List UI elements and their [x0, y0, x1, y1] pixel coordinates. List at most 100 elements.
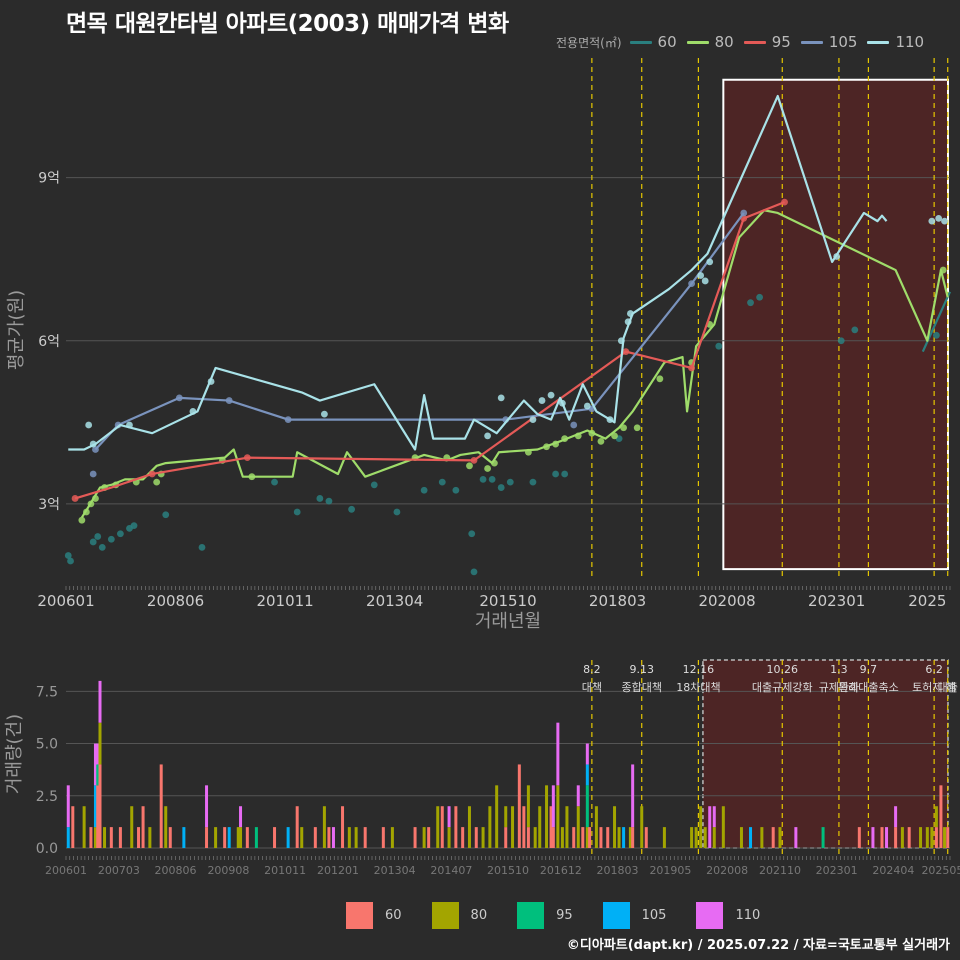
point-80	[633, 424, 641, 432]
volume-bar-60	[588, 827, 592, 848]
volume-bar-60	[96, 785, 100, 848]
x-tick-label: 200601	[37, 592, 94, 610]
volume-bar-60	[454, 806, 458, 848]
point-60	[438, 478, 446, 486]
volume-bar-60	[551, 827, 555, 848]
volume-x-tick-label: 201803	[597, 864, 639, 877]
volume-bar-105	[66, 827, 70, 848]
point-60	[561, 470, 569, 478]
point-60	[325, 497, 333, 505]
volume-bar-80	[556, 785, 560, 848]
policy-label: 대책	[582, 681, 602, 694]
point-60	[497, 484, 505, 491]
point-110	[941, 217, 948, 225]
point-60	[198, 543, 206, 551]
volume-bar-80	[164, 806, 168, 848]
legend-item-105: 105	[800, 33, 857, 51]
point-80	[87, 500, 95, 508]
policy-date: 12.16	[683, 663, 715, 676]
point-60	[506, 478, 514, 486]
volume-bar-60	[857, 827, 861, 848]
volume-x-tick-label: 201011	[264, 864, 306, 877]
volume-bar-80	[390, 827, 394, 848]
volume-bar-60	[474, 827, 478, 848]
volume-bar-110	[631, 764, 635, 828]
volume-bar-105	[182, 827, 186, 848]
point-80	[525, 448, 532, 456]
top-legend: 전용면적(㎡) 60 80 95 105 110	[556, 31, 934, 53]
volume-bar-60	[644, 827, 648, 848]
volume-y-tick-label: 7.5	[36, 684, 58, 700]
volume-bar-80	[300, 827, 304, 848]
volume-bar-105	[93, 785, 97, 828]
point-110	[126, 421, 133, 429]
volume-bar-95	[821, 827, 825, 848]
point-95	[71, 495, 79, 502]
volume-x-tick-label: 201304	[374, 864, 416, 877]
policy-date: 9.7	[860, 663, 878, 676]
volume-bar-80	[504, 806, 508, 828]
point-110	[547, 391, 555, 399]
volume-bar-105	[227, 827, 231, 848]
volume-bar-80	[778, 827, 782, 848]
point-80	[466, 462, 473, 470]
point-60	[756, 293, 763, 301]
volume-bar-110	[66, 785, 70, 828]
volume-x-tick-label: 201407	[430, 864, 472, 877]
legend-item-60: 60	[629, 33, 677, 51]
point-60	[452, 486, 460, 494]
volume-bar-80	[214, 827, 218, 848]
point-80	[153, 478, 161, 486]
volume-y-tick-label: 2.5	[36, 789, 58, 805]
volume-bar-80	[93, 827, 97, 848]
volume-bar-80	[322, 806, 326, 848]
point-60	[89, 538, 97, 546]
volume-x-tick-label: 200806	[155, 864, 197, 877]
volume-bar-110	[576, 785, 580, 807]
volume-bar-60	[771, 827, 775, 848]
point-60	[64, 552, 72, 559]
point-80	[620, 424, 627, 432]
volume-bar-60	[599, 827, 603, 848]
point-60	[420, 486, 428, 494]
volume-bar-110	[894, 806, 898, 828]
volume-bar-80	[934, 806, 938, 828]
volume-bar-80	[511, 806, 515, 848]
point-80	[92, 495, 99, 502]
point-60	[393, 508, 401, 516]
x-tick-label: 202008	[698, 592, 755, 610]
point-110	[321, 410, 328, 418]
volume-bar-60	[934, 827, 938, 848]
point-110	[706, 258, 714, 266]
volume-bar-110	[885, 827, 889, 848]
point-60	[162, 511, 170, 519]
y-tick-label: 9억	[38, 171, 60, 187]
volume-bar-110	[96, 743, 100, 765]
volume-bar-80	[103, 827, 107, 848]
point-105	[89, 470, 97, 478]
policy-date: 10.26	[767, 663, 799, 676]
bottom-legend-item-80: 80	[431, 901, 487, 929]
volume-bar-110	[239, 806, 243, 828]
bottom-legend-item-105: 105	[602, 901, 666, 929]
point-95	[148, 470, 156, 478]
volume-bar-80	[930, 827, 934, 848]
point-110	[89, 440, 97, 448]
volume-bar-60	[526, 827, 530, 848]
volume-bar-80	[495, 785, 499, 848]
point-80	[83, 508, 90, 516]
point-80	[939, 266, 947, 274]
point-110	[497, 394, 505, 402]
point-80	[561, 435, 569, 443]
y-axis-label: 평균가(원)	[6, 290, 27, 370]
point-60	[468, 530, 476, 538]
volume-bar-80	[613, 806, 617, 848]
volume-bar-60	[341, 806, 345, 848]
x-tick-label: 200806	[147, 592, 204, 610]
volume-bar-60	[413, 827, 417, 848]
volume-bar-60	[440, 806, 444, 848]
policy-label: 규제완화	[819, 681, 859, 694]
volume-bar-95	[585, 785, 589, 828]
